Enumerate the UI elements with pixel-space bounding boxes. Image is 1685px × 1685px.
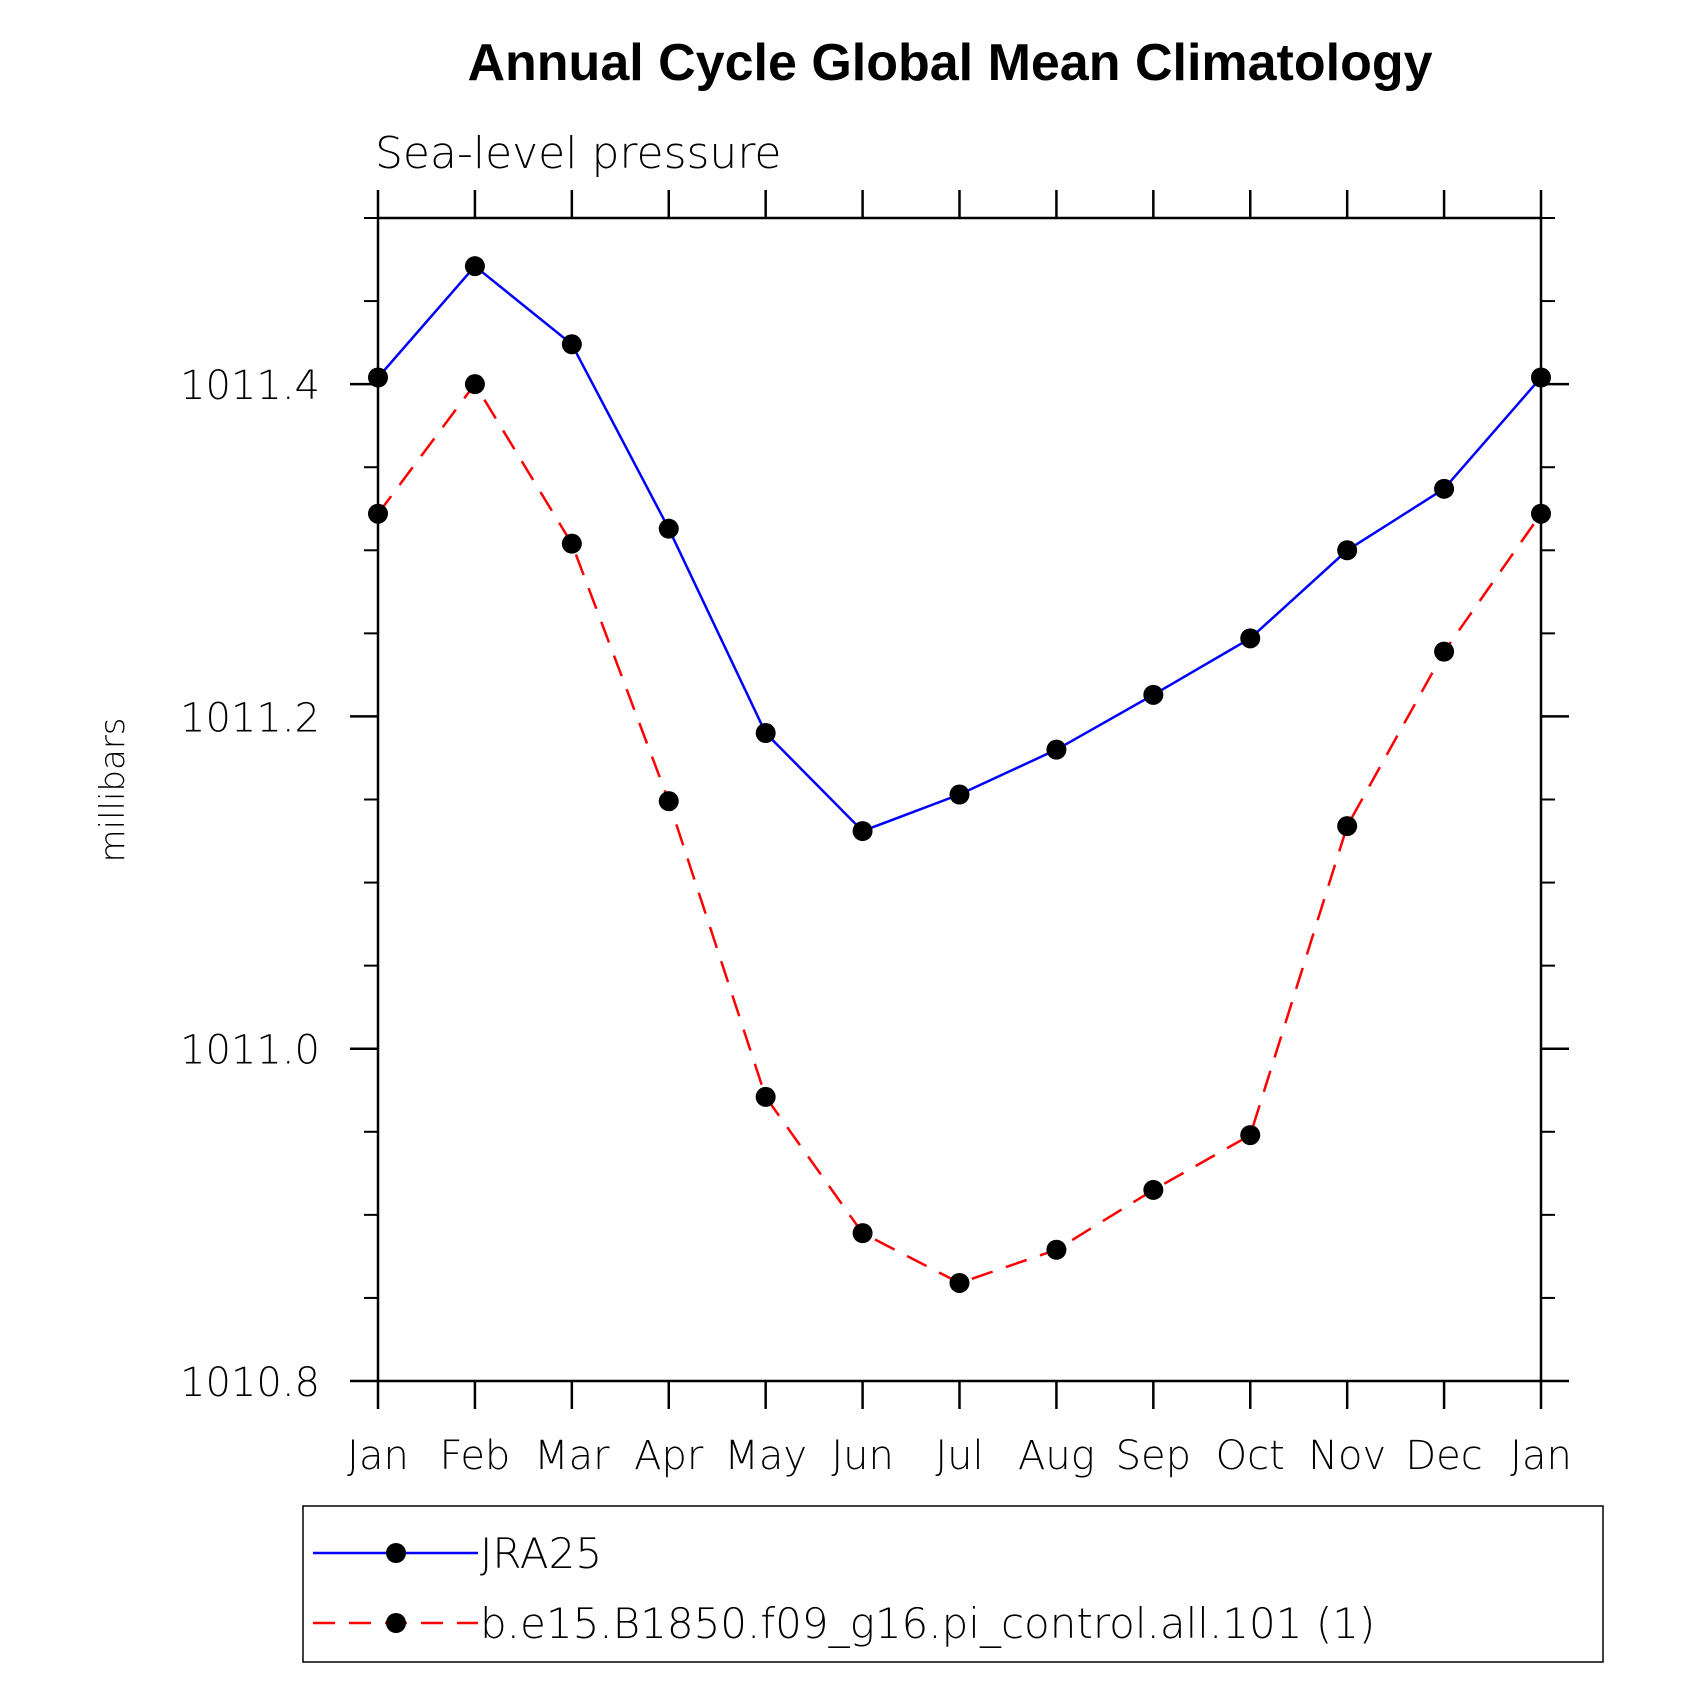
data-point bbox=[949, 1272, 970, 1293]
x-tick-label: Jan bbox=[1510, 1433, 1572, 1479]
data-point bbox=[1337, 816, 1358, 837]
legend-label: JRA25 bbox=[480, 1529, 602, 1578]
x-tick-label: Oct bbox=[1216, 1433, 1285, 1479]
x-tick-label: Jan bbox=[347, 1433, 409, 1479]
data-point bbox=[1046, 739, 1067, 760]
x-tick-label: Dec bbox=[1405, 1433, 1482, 1479]
chart-subtitle: Sea-level pressure bbox=[375, 128, 782, 179]
chart-title: Annual Cycle Global Mean Climatology bbox=[467, 34, 1432, 92]
data-point bbox=[852, 1223, 873, 1244]
data-point bbox=[852, 821, 873, 842]
data-point bbox=[1434, 641, 1455, 662]
axes: Jan Feb Mar Apr May Jun Jul Aug Sep Oct Nov Dec Jan 1… bbox=[180, 190, 1572, 1479]
data-point bbox=[1337, 540, 1358, 561]
data-point bbox=[658, 791, 679, 812]
data-point bbox=[1434, 478, 1455, 499]
legend-marker bbox=[386, 1543, 406, 1563]
legend-items: JRA25 b.e15.B1850.f09_g16.pi_control.all.… bbox=[313, 1529, 1375, 1648]
data-point bbox=[464, 256, 485, 277]
legend-marker bbox=[386, 1613, 406, 1633]
data-point bbox=[561, 533, 582, 554]
y-tick-label: 1010.8 bbox=[180, 1360, 320, 1406]
y-tick-label: 1011.4 bbox=[180, 363, 320, 409]
x-tick-label: Jun bbox=[831, 1433, 894, 1479]
data-point bbox=[464, 374, 485, 395]
data-point bbox=[1240, 1125, 1261, 1146]
legend-item-2: b.e15.B1850.f09_g16.pi_control.all.101 (… bbox=[313, 1599, 1375, 1648]
data-point bbox=[368, 503, 388, 524]
x-tick-label: Feb bbox=[440, 1433, 511, 1479]
legend-label: b.e15.B1850.f09_g16.pi_control.all.101 (… bbox=[480, 1599, 1375, 1648]
data-point bbox=[658, 518, 679, 539]
x-tick-label: Sep bbox=[1116, 1433, 1191, 1479]
x-tick-label: May bbox=[724, 1433, 807, 1479]
data-point bbox=[561, 334, 582, 355]
series-line bbox=[376, 381, 1543, 1285]
series-2 bbox=[368, 374, 1551, 1293]
legend-item-1: JRA25 bbox=[313, 1529, 602, 1578]
x-tick-label: Aug bbox=[1018, 1433, 1095, 1479]
data-point bbox=[1143, 1179, 1164, 1200]
y-tick-label: 1011.2 bbox=[180, 695, 320, 741]
series-group bbox=[368, 256, 1551, 1293]
x-tick-label: Jul bbox=[935, 1433, 983, 1479]
x-tick-label: Mar bbox=[534, 1433, 610, 1479]
legend: JRA25 b.e15.B1850.f09_g16.pi_control.all.… bbox=[302, 1505, 1604, 1663]
data-point bbox=[755, 723, 776, 744]
data-point bbox=[368, 367, 388, 388]
data-point bbox=[1143, 684, 1164, 705]
data-point bbox=[1046, 1239, 1067, 1260]
series-line bbox=[377, 264, 1542, 833]
data-point bbox=[755, 1086, 776, 1107]
x-tick-label: Apr bbox=[634, 1433, 704, 1479]
legend-box bbox=[302, 1505, 1604, 1663]
data-point bbox=[1531, 367, 1551, 388]
x-tick-label: Nov bbox=[1308, 1433, 1386, 1479]
series-1 bbox=[368, 256, 1551, 842]
data-point bbox=[1240, 628, 1261, 649]
y-axis-label: millibars bbox=[93, 717, 133, 862]
y-tick-label: 1011.0 bbox=[180, 1028, 320, 1074]
data-point bbox=[1531, 503, 1551, 524]
data-point bbox=[949, 784, 970, 805]
